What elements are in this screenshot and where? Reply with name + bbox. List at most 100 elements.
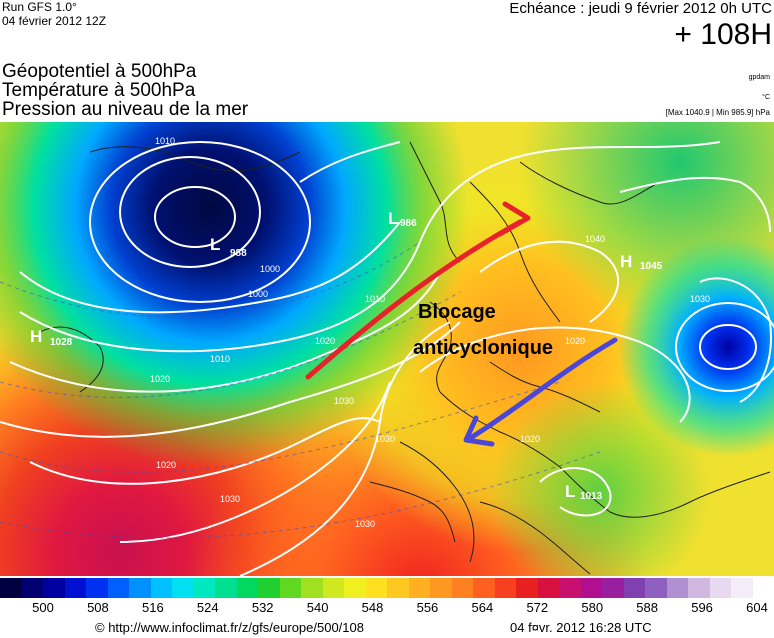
pressure-center-letter: L (388, 209, 398, 228)
colorbar-tick-label: 604 (746, 600, 768, 615)
colorbar-cell (387, 578, 409, 598)
isobar-label: 1030 (334, 396, 354, 406)
colorbar-cell (731, 578, 753, 598)
colorbar-tick-label: 524 (196, 600, 219, 615)
colorbar-cell (559, 578, 581, 598)
geopotential-lines (0, 241, 601, 539)
pressure-center-letter: H (30, 327, 42, 346)
colorbar-cell (344, 578, 366, 598)
pressure-center-letter: L (210, 235, 220, 254)
colorbar-cell (172, 578, 194, 598)
lead-time: + 108H (674, 18, 772, 51)
field-title-pressure: Pression au niveau de la mer (2, 99, 249, 120)
colorbar-tick-label: 508 (87, 600, 109, 615)
pressure-center-value: 1028 (50, 337, 73, 348)
unit-celsius: °C (762, 94, 770, 101)
colorbar-cell (107, 578, 129, 598)
isobar-label: 1020 (156, 460, 176, 470)
colorbar-tick-label: 580 (581, 600, 604, 615)
colorbar-tick-label: 532 (251, 600, 274, 615)
isobar-label: 1030 (375, 434, 395, 444)
pressure-center-value: 988 (230, 248, 247, 259)
colorbar-cell (516, 578, 538, 598)
isobar-label: 1020 (315, 336, 335, 346)
isobar-label: 1030 (355, 519, 375, 529)
red-arrow (305, 219, 523, 380)
coastlines (39, 141, 771, 575)
colorbar-cell (150, 578, 172, 598)
colorbar-cell (430, 578, 452, 598)
colorbar-cell (236, 578, 258, 598)
colorbar-tick-label: 556 (416, 600, 439, 615)
red-arrowhead (497, 201, 531, 237)
isobar-label: 1010 (210, 354, 230, 364)
colorbar-tick-label: 500 (32, 600, 54, 615)
forecast-valid-time: Echéance : jeudi 9 février 2012 0h UTC (509, 0, 772, 17)
colorbar-ticks: 500 508 516 524 532 540 548 556 564 572 580 588 596 6… (0, 600, 774, 618)
isobar-label: 1030 (690, 294, 710, 304)
colorbar-cell (193, 578, 215, 598)
colorbar-cell (602, 578, 624, 598)
colorbar-cell (451, 578, 473, 598)
colorbar-cell (688, 578, 710, 598)
isobar-labels: 1010 1000 1010 1020 1020 1030 1030 1020 … (150, 136, 710, 529)
colorbar-cell (322, 578, 344, 598)
pressure-min-max: [Max 1040.9 | Min 985.9] hPa (665, 108, 770, 117)
annotation-blocage: Blocage (418, 301, 496, 323)
colorbar-cell (129, 578, 151, 598)
colorbar-tick-label: 516 (141, 600, 164, 615)
isobar-label: 1000 (248, 289, 268, 299)
colorbar-cell (666, 578, 688, 598)
isobar-label: 1020 (150, 374, 170, 384)
colorbar-tick-label: 564 (471, 600, 494, 615)
pressure-centers: L 988 L 986 H 1045 H 1028 L 1013 (30, 209, 663, 502)
pressure-center-letter: H (620, 252, 632, 271)
blue-arrow (469, 337, 618, 440)
field-title-temperature: Température à 500hPa (2, 80, 196, 101)
colorbar-tick-label: 548 (361, 600, 384, 615)
pressure-center-value: 1013 (580, 491, 603, 502)
colorbar-cell (64, 578, 86, 598)
isobar-label: 1010 (155, 136, 175, 146)
blue-arrowhead (463, 415, 495, 447)
colorbar-cell (43, 578, 65, 598)
pressure-center-value: 1045 (640, 261, 663, 272)
colorbar-cell (279, 578, 301, 598)
unit-gpdam: gpdam (748, 74, 770, 81)
colorbar-cell (645, 578, 667, 598)
colorbar-cell (580, 578, 602, 598)
run-date: 04 février 2012 12Z (2, 14, 107, 28)
isobar-label: 1010 (365, 294, 385, 304)
isobar-label: 1020 (520, 434, 540, 444)
colorbar (0, 578, 774, 598)
annotation-anticyclonique: anticyclonique (413, 337, 553, 359)
colorbar-cell (215, 578, 237, 598)
generation-time: 04 f¤vr. 2012 16:28 UTC (510, 620, 652, 635)
colorbar-tick-label: 588 (636, 600, 658, 615)
colorbar-cell (408, 578, 430, 598)
colorbar-cell (365, 578, 387, 598)
colorbar-cell (623, 578, 645, 598)
colorbar-tick-label: 572 (526, 600, 549, 615)
colorbar-cell (0, 578, 22, 598)
colorbar-cell (258, 578, 280, 598)
isobar-label: 1000 (260, 264, 280, 274)
cold-low-east (0, 122, 774, 576)
colorbar-cell (709, 578, 731, 598)
pressure-center-letter: L (565, 482, 575, 501)
field-title-geopotential: Géopotentiel à 500hPa (2, 61, 197, 82)
source-url: © http://www.infoclimat.fr/z/gfs/europe/… (95, 620, 364, 635)
colorbar-tick-label: 596 (691, 600, 713, 615)
isobar-label: 1020 (565, 336, 585, 346)
isobars (0, 141, 774, 576)
colorbar-cell (537, 578, 559, 598)
isobar-label: 1040 (585, 234, 605, 244)
colorbar-cell (752, 578, 774, 598)
colorbar-cell (86, 578, 108, 598)
isobar-label: 1030 (220, 494, 240, 504)
weather-map: L 988 L 986 H 1045 H 1028 L 1013 1010 10… (0, 122, 774, 576)
run-title: Run GFS 1.0° (2, 0, 77, 14)
colorbar-cell (21, 578, 43, 598)
colorbar-tick-label: 540 (306, 600, 329, 615)
pressure-center-value: 986 (400, 218, 417, 229)
